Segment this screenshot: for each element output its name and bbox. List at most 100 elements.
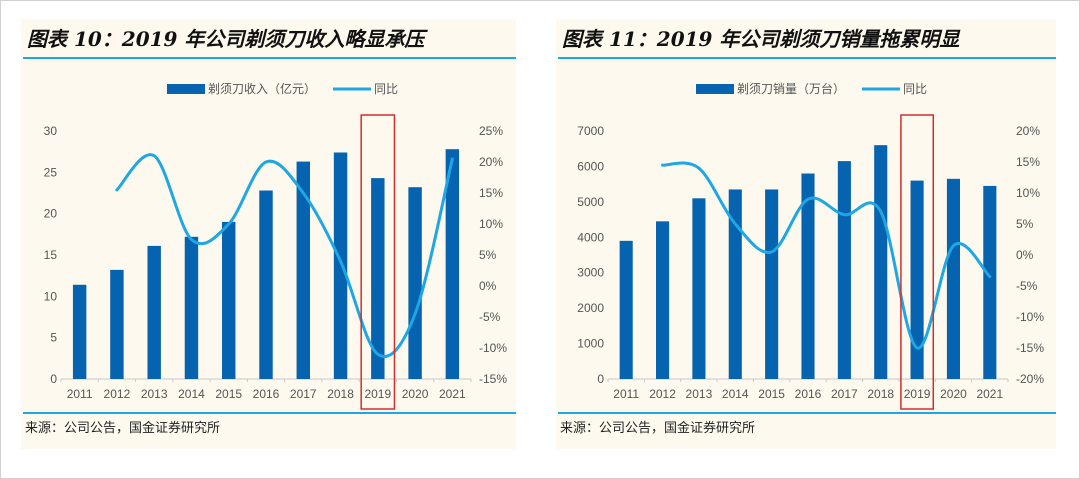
x-tick-label: 2019 <box>904 387 931 401</box>
bar-2021 <box>983 185 997 379</box>
bar-2016 <box>259 190 273 379</box>
yoy-line <box>115 153 454 358</box>
x-tick-label: 2011 <box>67 387 93 401</box>
x-tick-label: 2021 <box>439 387 466 401</box>
y2-tick-label: 15% <box>479 186 503 200</box>
y-tick-label: 4000 <box>577 230 604 244</box>
legend-bar-swatch <box>167 84 205 94</box>
x-tick-label: 2017 <box>831 387 858 401</box>
bar-2017 <box>296 161 310 379</box>
title-divider <box>23 57 516 59</box>
bar-2014 <box>728 189 742 379</box>
y2-tick-label: -10% <box>1016 310 1044 324</box>
x-tick-label: 2021 <box>976 387 1003 401</box>
y2-tick-label: 10% <box>1016 186 1040 200</box>
bar-2019 <box>910 180 924 379</box>
x-tick-label: 2011 <box>613 387 639 401</box>
x-tick-label: 2013 <box>141 387 168 401</box>
bar-2020 <box>946 178 960 379</box>
legend-label-bar: 剃须刀销量（万台） <box>737 81 845 96</box>
source-divider <box>558 412 1056 414</box>
source-divider <box>23 412 516 414</box>
legend-label-bar: 剃须刀收入（亿元） <box>208 81 316 96</box>
x-tick-label: 2018 <box>867 387 894 401</box>
y-tick-label: 25 <box>44 165 58 179</box>
bar-2014 <box>184 236 199 379</box>
bar-2018 <box>874 145 888 379</box>
bar-2016 <box>801 173 815 379</box>
x-tick-label: 2012 <box>104 387 131 401</box>
highlight-box-2019 <box>900 114 935 410</box>
chart-panel-11: 图表 11：2019 年公司剃须刀销量拖累明显 剃须刀销量（万台） 同比 0 1000… <box>556 19 1056 449</box>
y-tick-label: 30 <box>44 124 58 138</box>
bar-2012 <box>110 269 124 379</box>
legend-label-line: 同比 <box>903 82 927 96</box>
x-tick-label: 2018 <box>327 387 354 401</box>
y-tick-label: 20 <box>44 207 58 221</box>
x-tick-label: 2016 <box>253 387 280 401</box>
y2-tick-label: 25% <box>479 124 503 138</box>
highlight-box-2019 <box>360 114 396 410</box>
y2-tick-label: 5% <box>479 248 497 262</box>
x-tick-label: 2016 <box>795 387 822 401</box>
x-tick-label: 2015 <box>758 387 785 401</box>
y2-tick-label: -10% <box>479 341 507 355</box>
bar-2011 <box>72 284 87 379</box>
x-tick-label: 2012 <box>649 387 676 401</box>
x-tick-label: 2020 <box>402 387 429 401</box>
y2-tick-label: 0% <box>1016 248 1034 262</box>
y-tick-label: 0 <box>597 372 604 386</box>
x-tick-label: 2019 <box>364 387 391 401</box>
y2-tick-label: 15% <box>1016 155 1040 169</box>
bar-2012 <box>656 221 670 379</box>
chart-title: 图表 11：2019 年公司剃须刀销量拖累明显 <box>562 27 960 51</box>
y2-tick-label: 20% <box>479 155 503 169</box>
bar-2017 <box>837 161 851 379</box>
x-tick-label: 2013 <box>686 387 713 401</box>
title-divider <box>558 57 1056 59</box>
x-tick-label: 2020 <box>940 387 967 401</box>
x-tick-label: 2017 <box>290 387 317 401</box>
sales-volume-chart: 剃须刀销量（万台） 同比 0 1000 2000 3000 4000 5000 6000 7000… <box>577 81 1044 410</box>
y2-tick-label: 5% <box>1016 217 1034 231</box>
bar-2013 <box>147 245 161 379</box>
source-note: 来源：公司公告，国金证券研究所 <box>25 421 221 436</box>
y2-tick-label: -15% <box>479 372 507 386</box>
bar-2011 <box>619 240 633 379</box>
bar-2015 <box>765 189 779 379</box>
x-tick-label: 2014 <box>178 387 205 401</box>
y-tick-label: 10 <box>44 289 58 303</box>
bar-2021 <box>445 149 460 379</box>
chart-title: 图表 10：2019 年公司剃须刀收入略显承压 <box>27 27 425 51</box>
source-note: 来源：公司公告，国金证券研究所 <box>560 421 756 436</box>
x-tick-label: 2014 <box>722 387 749 401</box>
bar-2015 <box>222 221 236 379</box>
y-tick-label: 0 <box>50 372 57 386</box>
y-tick-label: 15 <box>44 248 58 262</box>
x-tick-label: 2015 <box>215 387 242 401</box>
bar-2019 <box>371 178 385 379</box>
y2-tick-label: -5% <box>1016 279 1038 293</box>
revenue-chart: 剃须刀收入（亿元） 同比 0 5 10 15 20 25 30 -15% -10% -5% 0% 5% 10… <box>44 81 507 410</box>
y2-tick-label: 0% <box>479 279 497 293</box>
legend-label-line: 同比 <box>374 82 398 96</box>
bar-2013 <box>692 198 706 379</box>
y-tick-label: 5000 <box>577 195 604 209</box>
bar-2020 <box>408 187 422 379</box>
y-tick-label: 3000 <box>577 266 604 280</box>
y2-tick-label: 20% <box>1016 124 1040 138</box>
bar-2018 <box>333 152 348 379</box>
y-tick-label: 1000 <box>577 337 604 351</box>
y2-tick-label: 10% <box>479 217 503 231</box>
y2-tick-label: -15% <box>1016 341 1044 355</box>
y-tick-label: 5 <box>50 331 57 345</box>
legend-bar-swatch <box>696 84 734 94</box>
y2-tick-label: -5% <box>479 310 501 324</box>
y-tick-label: 7000 <box>577 124 604 138</box>
y-tick-label: 6000 <box>577 159 604 173</box>
y-tick-label: 2000 <box>577 301 604 315</box>
chart-panel-10: 图表 10：2019 年公司剃须刀收入略显承压 剃须刀收入（亿元） 同比 0 5 10 1… <box>21 19 516 449</box>
yoy-line <box>661 161 992 350</box>
y2-tick-label: -20% <box>1016 372 1044 386</box>
